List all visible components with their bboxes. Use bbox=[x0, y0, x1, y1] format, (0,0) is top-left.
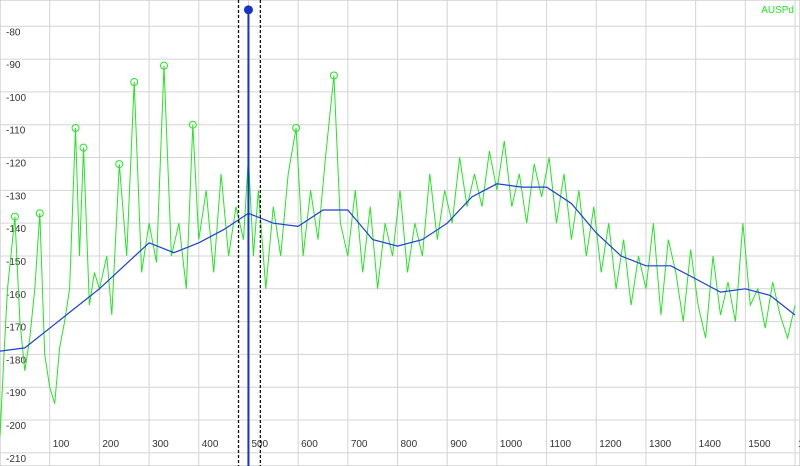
y-tick-label: -210 bbox=[6, 454, 26, 465]
peak-marker bbox=[10, 212, 19, 221]
peak-marker bbox=[71, 123, 80, 132]
peak-marker bbox=[329, 71, 338, 80]
peak-marker bbox=[130, 78, 139, 87]
y-tick-label: -150 bbox=[6, 257, 26, 268]
x-tick-label: 1500 bbox=[748, 439, 771, 450]
average-line bbox=[0, 183, 796, 352]
legend-entry: AUSPd bbox=[761, 5, 794, 16]
y-tick-label: -110 bbox=[6, 126, 26, 137]
x-tick-label: 900 bbox=[450, 439, 467, 450]
y-tick-label: -140 bbox=[6, 224, 26, 235]
peak-marker bbox=[79, 143, 88, 152]
x-tick-label: 700 bbox=[351, 439, 368, 450]
x-tick-label: 300 bbox=[152, 439, 169, 450]
x-tick-label: 1400 bbox=[699, 439, 722, 450]
x-tick-label: 1100 bbox=[550, 439, 572, 450]
x-tick-label: 1300 bbox=[649, 439, 672, 450]
x-tick-label: 500 bbox=[251, 439, 268, 450]
y-tick-label: -80 bbox=[6, 27, 21, 38]
peak-marker bbox=[35, 209, 44, 218]
y-tick-label: -190 bbox=[6, 388, 26, 399]
peak-marker bbox=[188, 120, 197, 129]
x-tick-label: 200 bbox=[102, 439, 119, 450]
x-tick-label: 600 bbox=[301, 439, 318, 450]
x-tick-label: 1600 bbox=[798, 439, 800, 450]
y-tick-label: -130 bbox=[6, 191, 26, 202]
x-tick-label: 100 bbox=[53, 439, 70, 450]
y-tick-label: -120 bbox=[6, 159, 26, 170]
peak-marker bbox=[292, 123, 301, 132]
peak-marker bbox=[159, 61, 168, 70]
cursor-handle bbox=[243, 5, 253, 15]
peak-marker bbox=[115, 160, 124, 169]
spectrum-line bbox=[0, 65, 796, 437]
y-tick-label: -160 bbox=[6, 290, 26, 301]
y-tick-label: -170 bbox=[6, 323, 26, 334]
y-tick-label: -200 bbox=[6, 421, 26, 432]
y-tick-label: -100 bbox=[6, 93, 26, 104]
y-tick-label: -90 bbox=[6, 60, 21, 71]
x-tick-label: 400 bbox=[202, 439, 219, 450]
x-tick-label: 1200 bbox=[599, 439, 622, 450]
x-tick-label: 1000 bbox=[500, 439, 523, 450]
x-tick-label: 800 bbox=[401, 439, 418, 450]
y-tick-label: -180 bbox=[6, 355, 26, 366]
